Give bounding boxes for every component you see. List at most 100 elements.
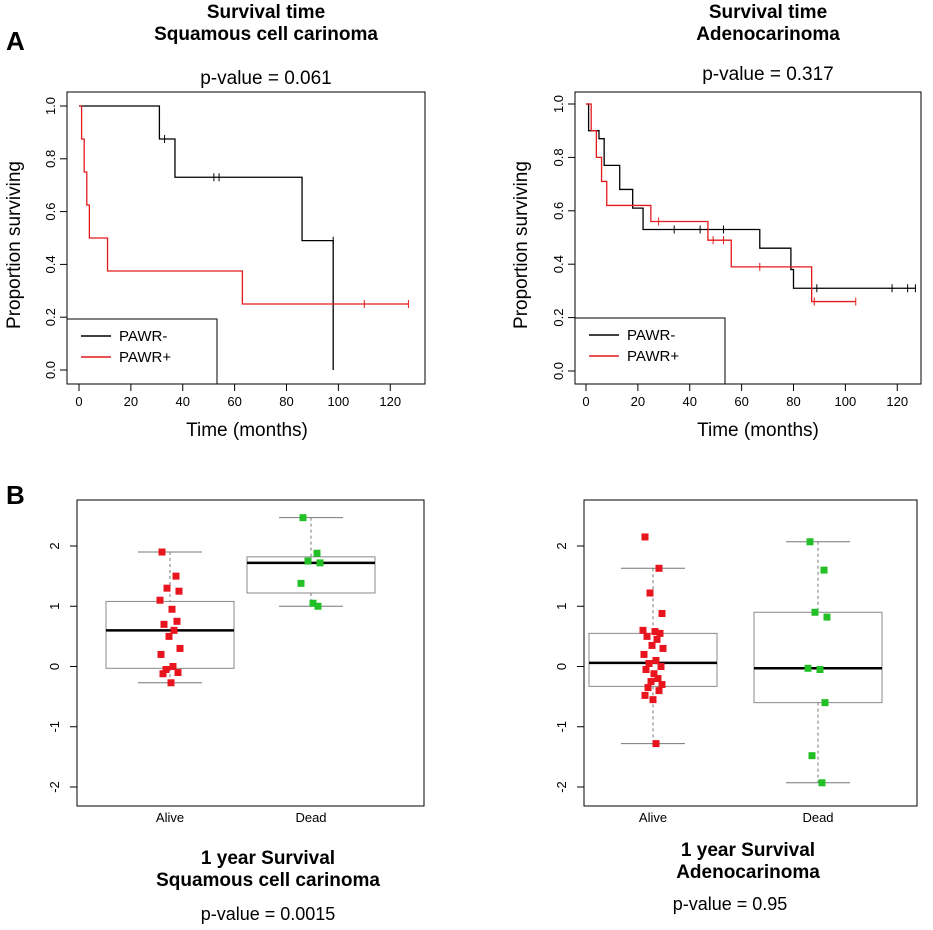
km-right-legend-label: PAWR+ bbox=[627, 348, 679, 365]
box-right-alive-data-point bbox=[643, 632, 651, 640]
box-right-alive-data-point bbox=[652, 740, 660, 748]
box-right-dead-data-point bbox=[818, 779, 826, 787]
km-left-series-pawr-neg-line bbox=[79, 105, 334, 370]
box-right-dead-data-point bbox=[820, 566, 828, 574]
box-right-alive-data-point bbox=[639, 626, 647, 634]
km-right-xtick-label: 0 bbox=[582, 394, 589, 409]
box-left-alive-data-point bbox=[156, 596, 164, 604]
km-left-ytick-label: 0.4 bbox=[43, 255, 58, 273]
box-left-alive-data-point bbox=[165, 632, 173, 640]
box-left-plot-frame bbox=[76, 499, 425, 807]
km-right-xlabel: Time (months) bbox=[697, 420, 819, 441]
km-left-plot-frame bbox=[66, 91, 426, 385]
box-left-alive-data-point bbox=[176, 644, 184, 652]
box-left-ytick-label: 1 bbox=[47, 603, 62, 610]
km-right-xtick-label: 60 bbox=[734, 394, 748, 409]
km-left-legend-box bbox=[66, 318, 218, 385]
box-right-dead-data-point bbox=[808, 752, 816, 760]
km-left-xlabel: Time (months) bbox=[186, 420, 308, 441]
box-right-alive-data-point bbox=[658, 681, 666, 689]
box-right-dead-data-point bbox=[816, 666, 824, 674]
box-right-ytick-label: -1 bbox=[554, 721, 569, 733]
box-right-alive-data-point bbox=[640, 650, 648, 658]
box-left-title-line1: 1 year Survival bbox=[200, 848, 336, 869]
box-left-pvalue: p-value = 0.0015 bbox=[200, 904, 336, 924]
box-left-ytick-label: -2 bbox=[47, 781, 62, 793]
km-left-series-pawr-pos-line bbox=[79, 105, 409, 305]
box-right-alive-data-point bbox=[648, 641, 656, 649]
box-left-alive-data-point bbox=[162, 666, 170, 674]
km-right-ylabel: Proportion surviving bbox=[511, 161, 532, 329]
km-left-xtick-label: 20 bbox=[124, 394, 138, 409]
km-right-ytick-label: 0.0 bbox=[551, 362, 566, 380]
km-left-title-line1: Survival time bbox=[206, 2, 326, 23]
box-left-dead-data-point bbox=[309, 599, 317, 607]
box-right-alive-data-point bbox=[650, 670, 658, 678]
box-left-alive-data-point bbox=[163, 584, 171, 592]
box-right-alive-data-point bbox=[646, 589, 654, 597]
km-right-xtick-label: 40 bbox=[683, 394, 697, 409]
km-right-ytick-label: 0.6 bbox=[551, 202, 566, 220]
box-left-dead-data-point bbox=[313, 549, 321, 557]
km-left-title: Survival time Squamous cell carinoma bbox=[86, 2, 446, 46]
box-left-alive-data-point bbox=[157, 650, 165, 658]
box-left-dead-data-point bbox=[297, 579, 305, 587]
box-right-ytick-label: -2 bbox=[554, 781, 569, 793]
km-right-series-pawr-neg-line bbox=[586, 103, 916, 289]
km-left-xtick-label: 40 bbox=[176, 394, 190, 409]
box-left-ytick-label: 2 bbox=[47, 542, 62, 549]
km-left-ylabel: Proportion surviving bbox=[4, 161, 25, 329]
box-right-title-line1: 1 year Survival bbox=[680, 840, 816, 861]
km-left-xtick-label: 60 bbox=[227, 394, 241, 409]
box-right-title: 1 year Survival Adenocarinoma bbox=[568, 840, 928, 884]
box-right-alive-data-point bbox=[654, 675, 662, 683]
km-right-xtick-label: 20 bbox=[631, 394, 645, 409]
km-right-xtick-label: 120 bbox=[886, 394, 908, 409]
box-right-alive-data-point bbox=[641, 691, 649, 699]
box-left-ytick-label: -1 bbox=[47, 721, 62, 733]
box-right-alive-data-point bbox=[642, 666, 650, 674]
km-right-ytick-label: 0.2 bbox=[551, 309, 566, 327]
km-right-legend-box bbox=[574, 317, 726, 385]
km-right-title-line2: Adenocarinoma bbox=[696, 24, 840, 45]
km-left-legend-label: PAWR+ bbox=[119, 349, 171, 366]
box-right-alive-data-point bbox=[656, 629, 664, 637]
km-left-ytick-label: 0.0 bbox=[43, 361, 58, 379]
box-right-dead-data-point bbox=[806, 538, 814, 546]
km-right-ytick-label: 1.0 bbox=[551, 95, 566, 113]
box-left-title: 1 year Survival Squamous cell carinoma bbox=[88, 848, 448, 892]
km-left-pvalue: p-value = 0.061 bbox=[200, 68, 332, 89]
box-right-alive-data-point bbox=[641, 533, 649, 541]
box-left-alive-data-point bbox=[159, 670, 167, 678]
box-right-title-line2: Adenocarinoma bbox=[676, 862, 820, 883]
box-right-alive-data-point bbox=[658, 609, 666, 617]
box-right-alive-data-point bbox=[659, 644, 667, 652]
box-right-dead-data-point bbox=[821, 699, 829, 707]
km-right-xtick-label: 100 bbox=[835, 394, 857, 409]
km-right-xtick-label: 80 bbox=[786, 394, 800, 409]
box-left-alive-data-point bbox=[173, 617, 181, 625]
box-left-xtick-label: Alive bbox=[156, 810, 184, 825]
box-left-alive-data-point bbox=[170, 626, 178, 634]
box-right-dead-box bbox=[753, 611, 883, 704]
box-right-alive-data-point bbox=[644, 684, 652, 692]
box-right-alive-data-point bbox=[649, 696, 657, 704]
km-right-series-pawr-pos-line bbox=[586, 103, 856, 303]
box-right-alive-data-point bbox=[651, 628, 659, 636]
box-left-alive-data-point bbox=[168, 605, 176, 613]
box-left-ytick-label: 0 bbox=[47, 663, 62, 670]
box-left-alive-data-point bbox=[158, 548, 166, 556]
box-left-alive-data-point bbox=[160, 620, 168, 628]
box-left-alive-data-point bbox=[174, 669, 182, 677]
km-right-ytick-label: 0.8 bbox=[551, 148, 566, 166]
box-left-alive-data-point bbox=[175, 587, 183, 595]
box-right-alive-data-point bbox=[647, 678, 655, 686]
km-right-ytick-label: 0.4 bbox=[551, 255, 566, 273]
box-right-xtick-label: Alive bbox=[639, 810, 667, 825]
km-left-xtick-label: 100 bbox=[328, 394, 350, 409]
box-right-alive-data-point bbox=[655, 687, 663, 695]
box-left-dead-data-point bbox=[304, 557, 312, 565]
box-left-dead-data-point bbox=[299, 514, 307, 522]
box-right-ytick-label: 1 bbox=[554, 603, 569, 610]
